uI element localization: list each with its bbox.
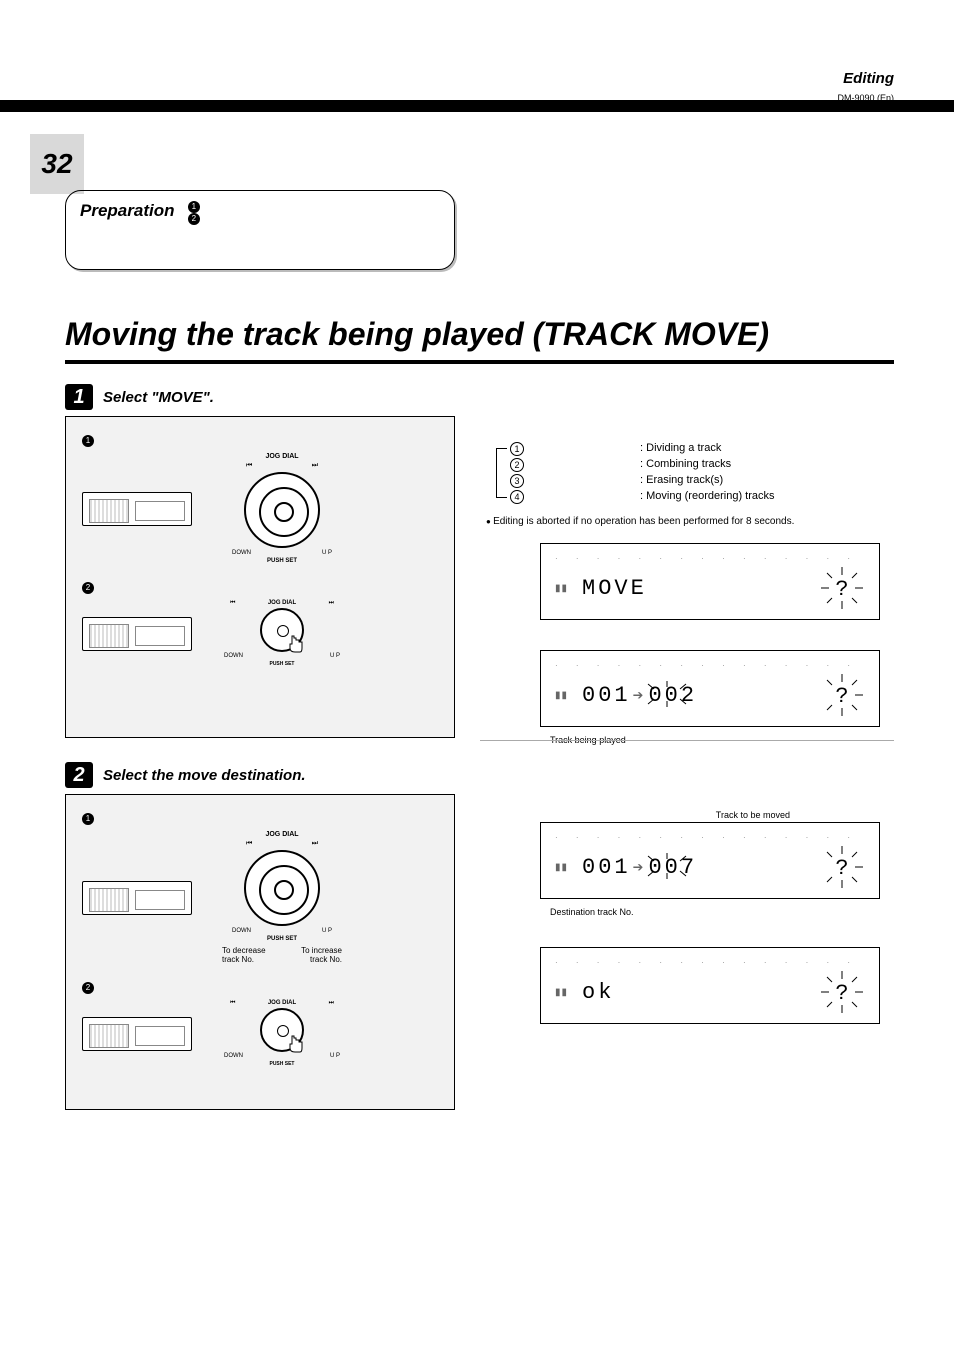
mode-label-4 (528, 490, 636, 504)
lcd-move: · · · · · · · · · · · · · · · · ▮▮ MOVE … (540, 543, 880, 620)
sub-num-2a: 1 (82, 813, 94, 825)
next-icon: ⏭ (329, 600, 334, 607)
svg-text:?: ? (835, 856, 848, 881)
svg-text:?: ? (835, 577, 848, 602)
mode-list: 1 Dividing a track 2 Combining tracks 3 Era… (490, 442, 894, 504)
abort-note: Editing is aborted if no operation has b… (486, 516, 894, 527)
mode-label-3 (528, 474, 636, 488)
next-icon: ⏭ (329, 1000, 334, 1007)
push-set-label: PUSH SET (222, 558, 342, 564)
mode-label-1 (528, 442, 636, 456)
lcd-move-text: MOVE (582, 576, 805, 601)
prev-icon: ⏮ (246, 462, 252, 470)
step-1-row: 1 Select "MOVE". (65, 384, 214, 410)
down-label: DOWN (232, 550, 251, 556)
jog-title-label: JOG DIAL (268, 600, 296, 607)
preparation-title: Preparation (80, 201, 174, 221)
device-front-icon (82, 881, 192, 915)
pause-icon: ▮▮ (555, 690, 568, 701)
prep-item-num-1: 1 (188, 201, 200, 213)
device-front-icon (82, 492, 192, 526)
step-2-number: 2 (65, 762, 93, 788)
right-column-1: 1 Dividing a track 2 Combining tracks 3 Era… (480, 440, 894, 759)
increase-track-label: To increase track No. (282, 946, 342, 964)
mode-desc-4: Moving (reordering) tracks (640, 490, 775, 504)
hand-pointer-icon (286, 1034, 306, 1054)
diagram-box-1: 1 JOG DIAL ⏮ ⏭ DOWN U P PUSH SET (65, 416, 455, 738)
jog-title-label: JOG DIAL (222, 831, 342, 838)
up-label: U P (330, 1053, 340, 1059)
pause-icon: ▮▮ (555, 987, 568, 998)
mode-desc-2: Combining tracks (640, 458, 731, 472)
right-column-2: Track to be moved · · · · · · · · · · · … (480, 810, 894, 1032)
down-label: DOWN (224, 1053, 243, 1059)
down-label: DOWN (232, 928, 251, 934)
lcd-001-002: · · · · · · · · · · · · · · · · ▮▮ 001➔0… (540, 650, 880, 727)
flashing-question-icon: ? (819, 565, 865, 611)
mode-num-1: 1 (510, 442, 524, 456)
mode-num-2: 2 (510, 458, 524, 472)
lcd-001-002-text: 001➔002 (582, 683, 805, 708)
jog-title-label: JOG DIAL (222, 453, 342, 460)
up-label: U P (330, 653, 340, 659)
jog-title-label: JOG DIAL (268, 1000, 296, 1007)
up-label: U P (322, 928, 332, 934)
mode-label-2 (528, 458, 636, 472)
jog-dial-small-icon: ⏮ JOG DIAL ⏭ DOWN U P PUSH SET (222, 600, 342, 667)
push-set-label: PUSH SET (222, 1061, 342, 1067)
page-number: 32 (41, 148, 72, 180)
page-title: Moving the track being played (TRACK MOV… (65, 316, 769, 353)
device-front-icon (82, 617, 192, 651)
flashing-question-icon: ? (819, 672, 865, 718)
section-heading: Editing (837, 70, 894, 87)
mode-desc-1: Dividing a track (640, 442, 721, 456)
step-1-number: 1 (65, 384, 93, 410)
jog-dial-small-icon: ⏮ JOG DIAL ⏭ DOWN U P PUSH SET (222, 1000, 342, 1067)
decrease-track-label: To decrease track No. (222, 946, 282, 964)
mode-num-3: 3 (510, 474, 524, 488)
prev-icon: ⏮ (230, 600, 235, 607)
lcd-001-007-text: 001➔007 (582, 855, 805, 880)
header-rule (0, 100, 954, 112)
page-number-tab: 32 (30, 134, 84, 194)
pause-icon: ▮▮ (555, 583, 568, 594)
up-label: U P (322, 550, 332, 556)
jog-dial-large-icon: JOG DIAL ⏮ ⏭ DOWN U P PUSH SET To decrea… (222, 831, 342, 964)
title-rule (65, 360, 894, 364)
right-divider (480, 740, 894, 741)
svg-text:?: ? (835, 684, 848, 709)
flashing-question-icon: ? (819, 844, 865, 890)
step-2-text: Select the move destination. (103, 767, 306, 784)
mode-num-4: 4 (510, 490, 524, 504)
jog-dial-large-icon: JOG DIAL ⏮ ⏭ DOWN U P PUSH SET (222, 453, 342, 564)
push-set-label: PUSH SET (222, 936, 342, 942)
mode-desc-3: Erasing track(s) (640, 474, 723, 488)
preparation-box: Preparation 1 2 (65, 190, 455, 270)
pause-icon: ▮▮ (555, 862, 568, 873)
lcd-ok: · · · · · · · · · · · · · · · · ▮▮ ok ? (540, 947, 880, 1024)
sub-num-2b: 2 (82, 982, 94, 994)
prep-item-num-2: 2 (188, 213, 200, 225)
down-label: DOWN (224, 653, 243, 659)
push-set-label: PUSH SET (222, 661, 342, 667)
step-2-row: 2 Select the move destination. (65, 762, 306, 788)
next-icon: ⏭ (312, 840, 318, 848)
sub-num-1b: 2 (82, 582, 94, 594)
flashing-question-icon: ? (819, 969, 865, 1015)
prev-icon: ⏮ (230, 1000, 235, 1007)
step-1-text: Select "MOVE". (103, 389, 214, 406)
caption-destination-track: Destination track No. (550, 907, 894, 917)
diagram-box-2: 1 JOG DIAL ⏮ ⏭ DOWN U P PUSH SET (65, 794, 455, 1110)
hand-pointer-icon (286, 634, 306, 654)
caption-track-to-be-moved: Track to be moved (540, 810, 880, 820)
svg-text:?: ? (835, 981, 848, 1006)
lcd-ok-text: ok (582, 980, 805, 1005)
lcd-001-007: · · · · · · · · · · · · · · · · ▮▮ 001➔0… (540, 822, 880, 899)
device-front-icon (82, 1017, 192, 1051)
sub-num-1a: 1 (82, 435, 94, 447)
next-icon: ⏭ (312, 462, 318, 470)
prev-icon: ⏮ (246, 840, 252, 848)
